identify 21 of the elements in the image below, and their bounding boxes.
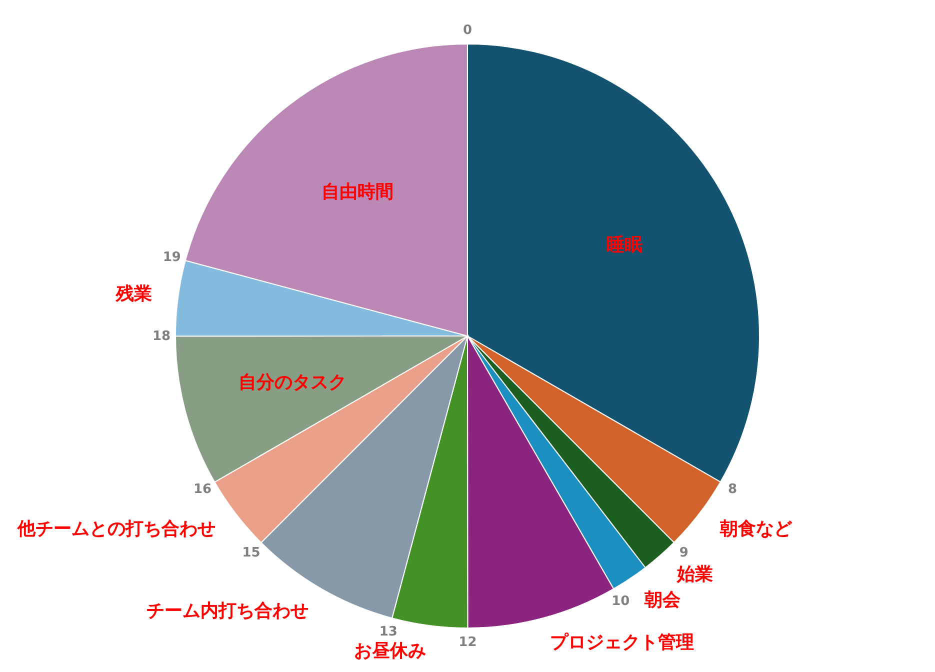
text: 8 [728,482,738,497]
text: 16 [194,482,212,498]
text: 19 [162,250,181,265]
text: 12 [458,635,477,650]
slice-label: 朝食など [718,518,793,540]
slice-label: 朝会 [643,589,682,610]
slice-label: 残業 [115,284,152,305]
slice-label: 他チームとの打ち合わせ [16,518,216,540]
slice-label: チーム内打ち合わせ [146,600,309,622]
slice-label: プロジェクト管理 [550,632,694,654]
text: 15 [242,546,260,561]
text: 13 [379,624,398,640]
slice-label: お昼休み [354,640,426,662]
text: 18 [152,329,171,344]
text: 0 [462,23,472,38]
slice-label: 自由時間 [321,181,394,202]
slice-label: 睡眠 [606,234,642,256]
text: 9 [679,545,688,560]
text: 10 [612,594,630,609]
slice-label: 自分のタスク [238,372,347,393]
slice-label: 始業 [676,564,714,586]
